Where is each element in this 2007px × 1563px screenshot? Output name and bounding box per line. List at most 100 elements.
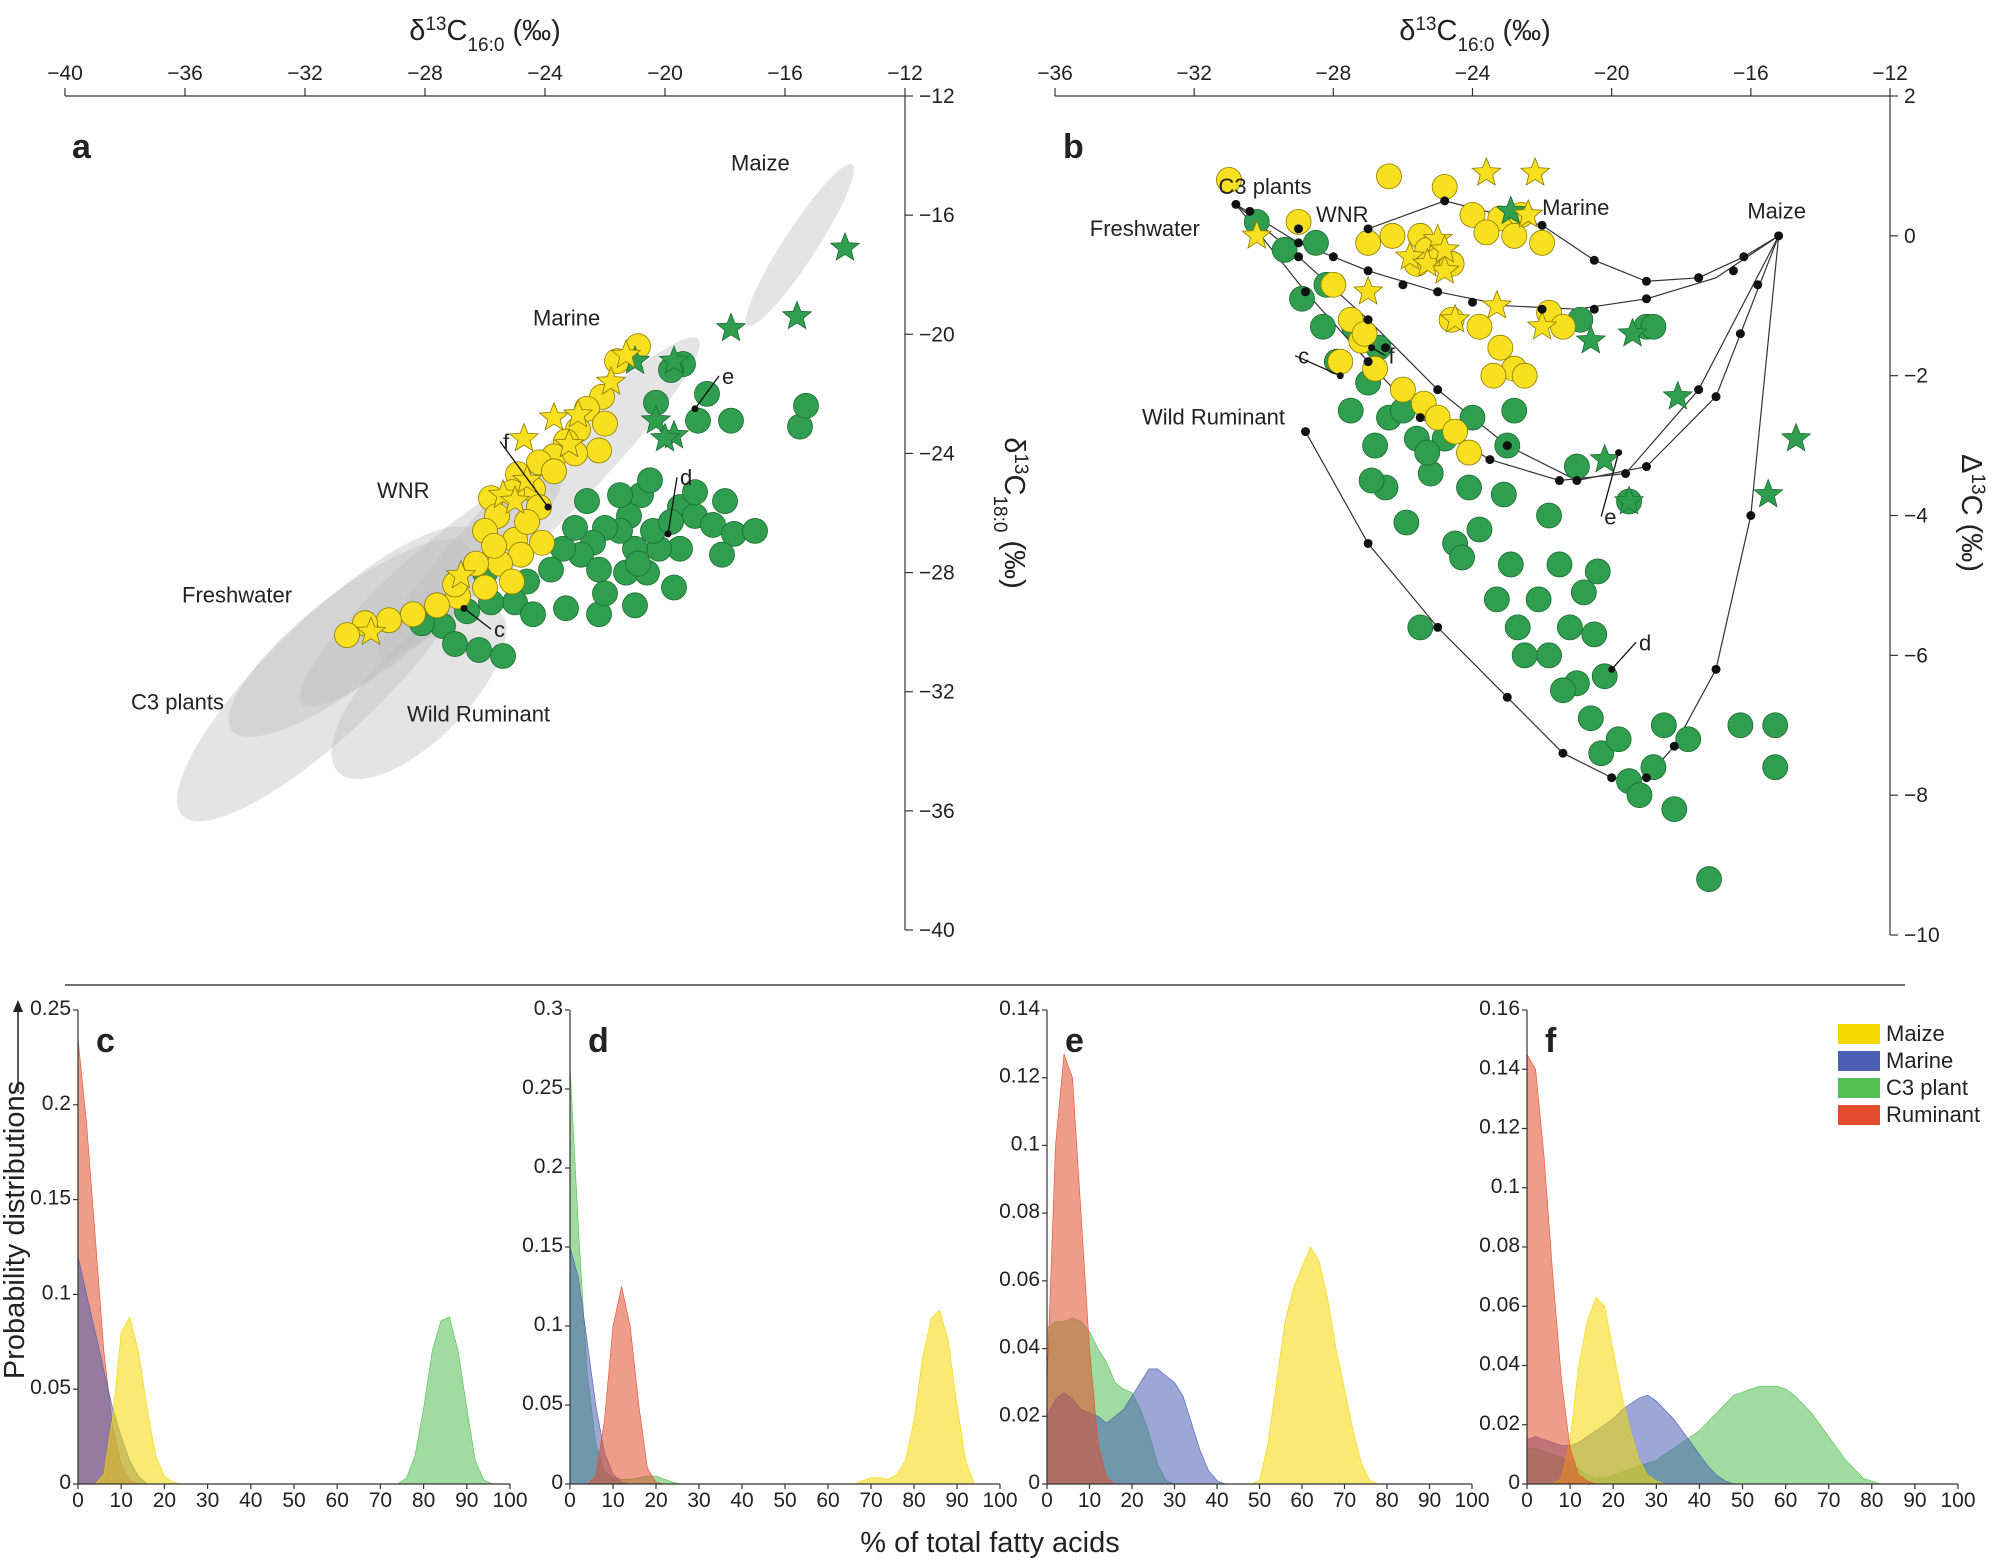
x-tick-label: 50 bbox=[773, 1489, 796, 1512]
x-tick-label: 100 bbox=[1940, 1489, 1975, 1512]
green-sample-point bbox=[622, 592, 648, 619]
yellow-sample-point bbox=[586, 437, 612, 464]
yellow-sample-point bbox=[334, 622, 360, 649]
green-star-point bbox=[1613, 485, 1645, 515]
x-tick-label: 80 bbox=[1375, 1489, 1398, 1512]
y-tick-label: 0.2 bbox=[42, 1092, 71, 1115]
green-sample-point bbox=[1727, 712, 1754, 739]
mixing-node bbox=[1502, 692, 1512, 702]
green-sample-point bbox=[1696, 866, 1722, 892]
x-tick-label: −40 bbox=[47, 62, 83, 85]
green-star-point bbox=[1662, 380, 1694, 410]
green-sample-point bbox=[1501, 397, 1528, 424]
legend-label: Marine bbox=[1886, 1048, 1953, 1073]
y-tick-label: 0.08 bbox=[999, 1200, 1040, 1223]
x-tick-label: 0 bbox=[1041, 1489, 1053, 1512]
x-tick-label: −16 bbox=[1733, 62, 1769, 85]
green-sample-point bbox=[1581, 621, 1608, 648]
yellow-star-point bbox=[610, 338, 642, 369]
green-sample-point bbox=[1546, 551, 1573, 578]
green-star-point bbox=[1780, 422, 1812, 452]
y-tick-label: 0.02 bbox=[999, 1403, 1040, 1426]
x-tick-label: 10 bbox=[601, 1489, 624, 1512]
yellow-sample-point bbox=[1216, 166, 1242, 193]
x-tick-label: 50 bbox=[1248, 1489, 1271, 1512]
green-sample-point bbox=[1393, 509, 1420, 536]
mixing-node bbox=[1694, 273, 1704, 283]
green-sample-point bbox=[1577, 705, 1604, 732]
y-tick-label: 0.2 bbox=[534, 1155, 563, 1178]
green-sample-point bbox=[538, 556, 564, 583]
y-tick-label: 0.16 bbox=[1479, 997, 1520, 1020]
yellow-sample-point bbox=[1511, 362, 1538, 389]
green-sample-point bbox=[742, 517, 768, 544]
mixing-node bbox=[1415, 413, 1425, 423]
x-tick-label: 30 bbox=[687, 1489, 710, 1512]
callout-dot bbox=[1368, 344, 1376, 352]
yellow-star-point bbox=[595, 365, 627, 395]
legend-swatch bbox=[1838, 1051, 1880, 1071]
mixing-node bbox=[1607, 773, 1617, 783]
green-sample-point bbox=[637, 467, 663, 494]
yellow-sample-point bbox=[1390, 376, 1416, 403]
green-sample-point bbox=[490, 643, 516, 669]
x-tick-label: 60 bbox=[1290, 1489, 1313, 1512]
x-tick-label: 10 bbox=[1558, 1489, 1581, 1512]
yellow-sample-point bbox=[529, 529, 555, 556]
green-sample-point bbox=[1650, 712, 1677, 739]
mixing-node bbox=[1558, 748, 1568, 758]
mixing-node bbox=[1641, 276, 1651, 286]
y-tick-label: 0.06 bbox=[1479, 1293, 1520, 1316]
green-star-point bbox=[1752, 478, 1784, 508]
x-tick-label: 90 bbox=[1903, 1489, 1926, 1512]
green-sample-point bbox=[1563, 453, 1590, 480]
mixing-node bbox=[1398, 280, 1408, 290]
mixing-node bbox=[1363, 315, 1373, 325]
y-tick-label: −28 bbox=[919, 562, 955, 585]
green-star-point bbox=[1589, 443, 1621, 473]
x-tick-label: 100 bbox=[1454, 1489, 1489, 1512]
x-tick-label: −20 bbox=[647, 62, 683, 85]
legend-swatch bbox=[1838, 1078, 1880, 1098]
panel-e-distribution: 0 10 20 30 40 50 60 70 80 90 100 0 0.02 0.04 0.06 0.08 0… bbox=[999, 997, 1489, 1512]
y-tick-label: 0.05 bbox=[522, 1392, 563, 1415]
y-tick-label: 0 bbox=[1508, 1471, 1520, 1494]
source-label: Wild Ruminant bbox=[1142, 405, 1285, 430]
green-star-point bbox=[715, 312, 747, 342]
mixing-node bbox=[1641, 462, 1651, 472]
green-sample-point bbox=[592, 580, 618, 607]
y-tick-label: 0 bbox=[59, 1471, 71, 1494]
x-tick-label: 40 bbox=[730, 1489, 753, 1512]
green-sample-point bbox=[574, 488, 600, 514]
mixing-node bbox=[1537, 220, 1547, 230]
x-tick-label: −12 bbox=[1872, 62, 1908, 85]
x-tick-label: 20 bbox=[153, 1489, 176, 1512]
callout-dot bbox=[1336, 372, 1344, 380]
green-sample-point bbox=[1525, 586, 1552, 613]
green-sample-point bbox=[1626, 782, 1653, 809]
x-tick-label: 70 bbox=[1817, 1489, 1840, 1512]
x-tick-label: 50 bbox=[1731, 1489, 1754, 1512]
green-sample-point bbox=[562, 514, 588, 541]
x-tick-label: −36 bbox=[1037, 62, 1073, 85]
y-axis-arrow bbox=[13, 1000, 23, 1092]
green-sample-point bbox=[1271, 236, 1298, 263]
y-tick-label: 0.1 bbox=[42, 1281, 71, 1304]
mixing-node bbox=[1572, 476, 1582, 486]
mixing-node bbox=[1589, 304, 1599, 314]
y-tick-label: −20 bbox=[919, 323, 955, 346]
yellow-sample-point bbox=[1487, 334, 1514, 361]
source-label: Freshwater bbox=[182, 582, 292, 607]
green-sample-point bbox=[586, 556, 612, 583]
mixing-node bbox=[1753, 280, 1763, 290]
green-sample-point bbox=[1459, 404, 1486, 431]
y-tick-label: 0.1 bbox=[1011, 1132, 1040, 1155]
green-sample-point bbox=[1675, 726, 1702, 753]
legend-swatch bbox=[1838, 1105, 1880, 1125]
callout-label: d bbox=[680, 465, 692, 490]
green-sample-point bbox=[1466, 516, 1493, 543]
x-tick-label: −36 bbox=[167, 62, 203, 85]
green-sample-point bbox=[1337, 397, 1364, 424]
callout-leader bbox=[1611, 641, 1637, 670]
y-tick-label: 0.3 bbox=[534, 997, 563, 1020]
